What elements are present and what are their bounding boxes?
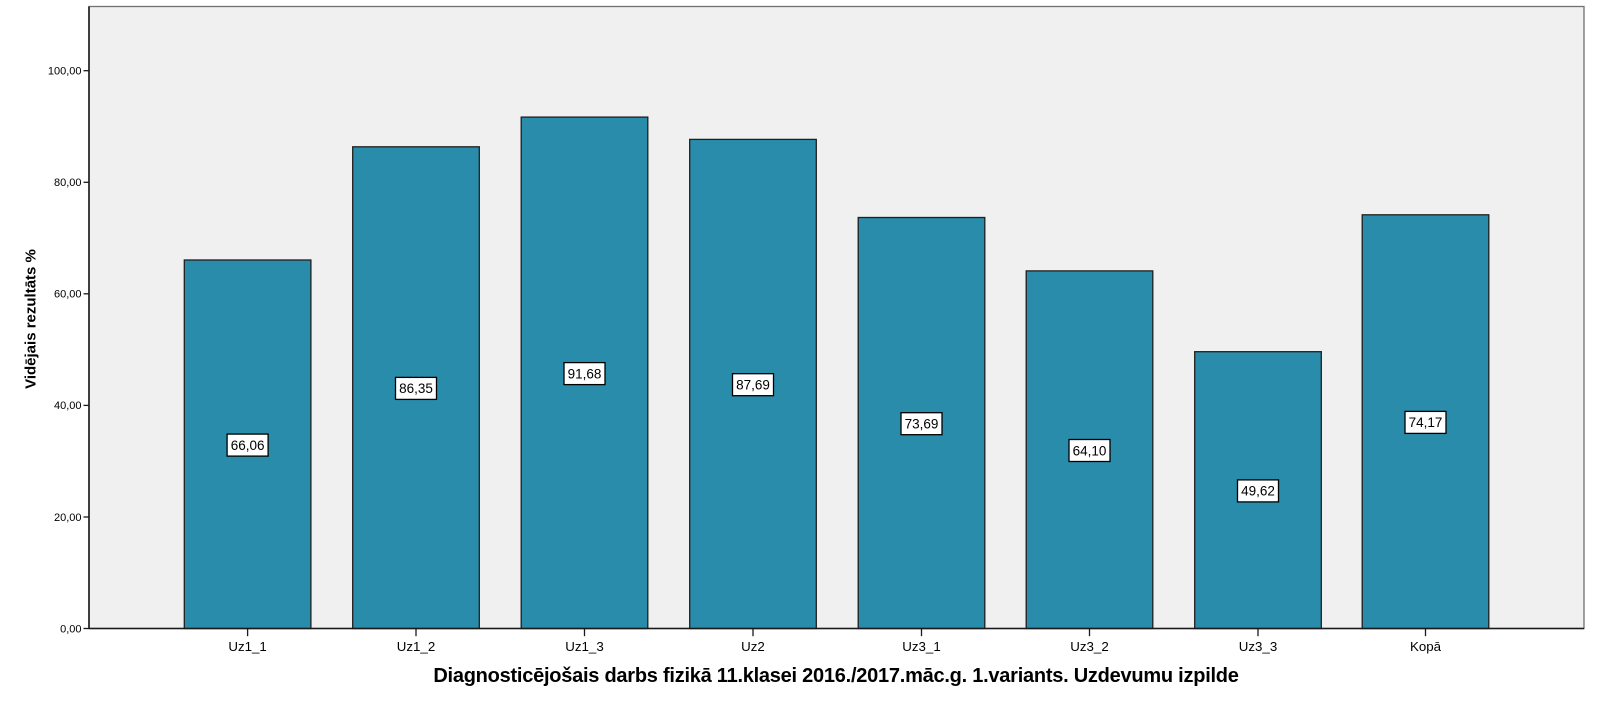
svg-text:74,17: 74,17 bbox=[1409, 415, 1443, 430]
svg-text:100,00: 100,00 bbox=[48, 66, 82, 78]
svg-text:40,00: 40,00 bbox=[54, 400, 82, 412]
svg-text:91,68: 91,68 bbox=[568, 366, 602, 381]
svg-text:Uz1_2: Uz1_2 bbox=[397, 639, 435, 654]
svg-text:Uz3_2: Uz3_2 bbox=[1070, 639, 1108, 654]
svg-text:60,00: 60,00 bbox=[54, 289, 82, 301]
svg-text:66,06: 66,06 bbox=[231, 438, 265, 453]
svg-text:Vidējais rezultāts %: Vidējais rezultāts % bbox=[23, 249, 40, 389]
svg-text:Uz1_1: Uz1_1 bbox=[228, 639, 266, 654]
svg-text:0,00: 0,00 bbox=[60, 623, 81, 635]
svg-text:Uz3_3: Uz3_3 bbox=[1239, 639, 1277, 654]
svg-text:80,00: 80,00 bbox=[54, 177, 82, 189]
svg-text:73,69: 73,69 bbox=[905, 417, 939, 432]
svg-text:49,62: 49,62 bbox=[1241, 484, 1275, 499]
svg-text:86,35: 86,35 bbox=[399, 381, 433, 396]
svg-text:20,00: 20,00 bbox=[54, 512, 82, 524]
svg-text:Kopā: Kopā bbox=[1410, 639, 1442, 654]
svg-text:Diagnosticējošais darbs fizikā: Diagnosticējošais darbs fizikā 11.klasei… bbox=[433, 665, 1238, 687]
svg-text:64,10: 64,10 bbox=[1073, 443, 1107, 458]
svg-text:Uz2: Uz2 bbox=[741, 639, 765, 654]
svg-text:Uz3_1: Uz3_1 bbox=[902, 639, 940, 654]
svg-text:Uz1_3: Uz1_3 bbox=[565, 639, 603, 654]
svg-text:87,69: 87,69 bbox=[736, 378, 770, 393]
